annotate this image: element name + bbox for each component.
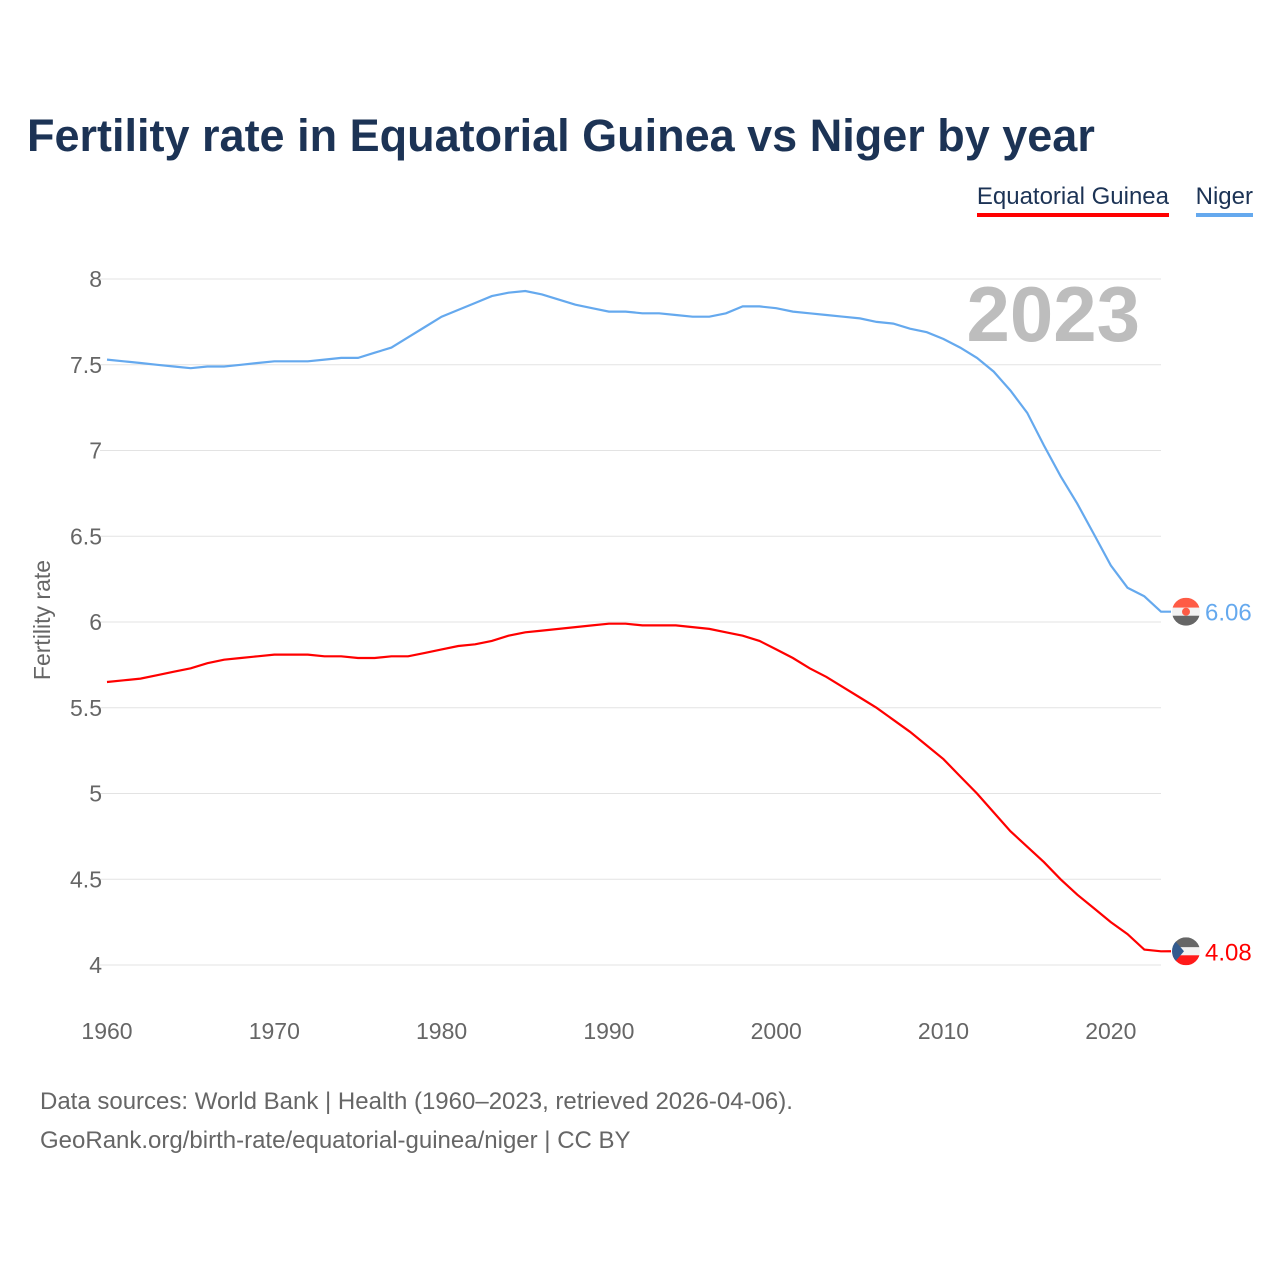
x-tick-label: 1970 <box>249 1018 300 1044</box>
flag-equatorial-guinea-icon <box>1172 937 1200 966</box>
y-tick-label: 5.5 <box>70 695 102 721</box>
y-tick-label: 7.5 <box>70 352 102 378</box>
y-tick-label: 8 <box>89 266 102 292</box>
year-label: 2023 <box>966 270 1140 358</box>
flag-niger-icon <box>1172 597 1200 626</box>
y-tick-label: 6.5 <box>70 523 102 549</box>
series-line-niger <box>106 289 1172 613</box>
x-tick-label: 2020 <box>1085 1018 1136 1044</box>
chart-title: Fertility rate in Equatorial Guinea vs N… <box>27 110 1095 161</box>
legend-item-equatorial-guinea[interactable]: Equatorial Guinea <box>976 183 1169 217</box>
y-axis-label: Fertility rate <box>29 560 55 680</box>
x-tick-label: 1980 <box>416 1018 467 1044</box>
x-tick-label: 1990 <box>583 1018 634 1044</box>
x-tick-label: 2000 <box>751 1018 802 1044</box>
x-tick-label: 2010 <box>918 1018 969 1044</box>
y-tick-label: 6 <box>89 609 102 635</box>
footer-sources: Data sources: World Bank | Health (1960–… <box>40 1088 793 1115</box>
end-value-label-equatorial-guinea: 4.08 <box>1205 939 1252 966</box>
x-tick-label: 1960 <box>81 1018 132 1044</box>
y-tick-label: 5 <box>89 781 102 807</box>
series-line-equatorial-guinea <box>106 622 1172 953</box>
end-value-label-niger: 6.06 <box>1205 600 1252 627</box>
legend-item-niger[interactable]: Niger <box>1195 183 1253 217</box>
y-tick-label: 7 <box>89 438 102 464</box>
y-tick-label: 4.5 <box>70 866 102 892</box>
y-tick-label: 4 <box>89 952 102 978</box>
footer-link[interactable]: GeoRank.org/birth-rate/equatorial-guinea… <box>40 1127 631 1154</box>
